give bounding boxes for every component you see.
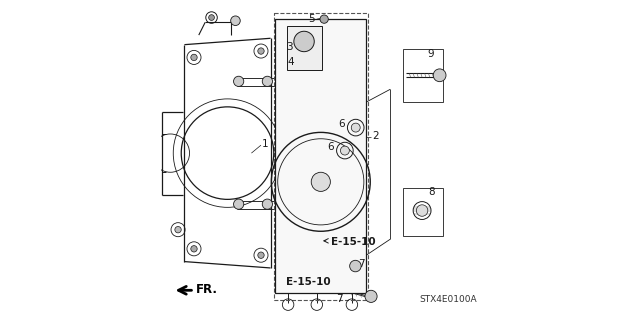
Text: 6: 6 [339,119,345,130]
Text: 7: 7 [358,259,364,269]
Circle shape [234,76,244,86]
Circle shape [258,252,264,258]
Bar [403,49,443,102]
Circle shape [209,15,214,20]
Text: E-15-10: E-15-10 [286,277,330,287]
Circle shape [349,260,361,272]
Text: 5: 5 [308,14,315,24]
Circle shape [258,48,264,54]
Circle shape [320,15,328,23]
Circle shape [365,290,377,302]
Bar [287,26,321,70]
Circle shape [433,69,446,82]
Circle shape [230,16,240,26]
Text: 1: 1 [262,138,269,149]
Bar [274,13,368,300]
Text: E-15-10: E-15-10 [331,237,376,248]
Bar [275,19,366,293]
Text: 3: 3 [286,42,293,52]
Text: 8: 8 [428,187,435,197]
Circle shape [340,146,349,155]
Circle shape [311,172,330,191]
Text: FR.: FR. [196,283,218,296]
Circle shape [262,76,273,86]
Circle shape [417,205,428,216]
Circle shape [262,199,273,209]
Text: 9: 9 [428,48,435,59]
Circle shape [294,31,314,52]
Circle shape [175,226,181,233]
Text: 4: 4 [287,57,294,67]
Text: STX4E0100A: STX4E0100A [419,295,477,304]
Circle shape [191,246,197,252]
Bar [403,188,443,236]
Text: 6: 6 [328,142,334,152]
Circle shape [234,199,244,209]
Circle shape [191,54,197,61]
Text: 2: 2 [372,130,379,141]
Text: 7: 7 [336,294,342,304]
Circle shape [351,123,360,132]
